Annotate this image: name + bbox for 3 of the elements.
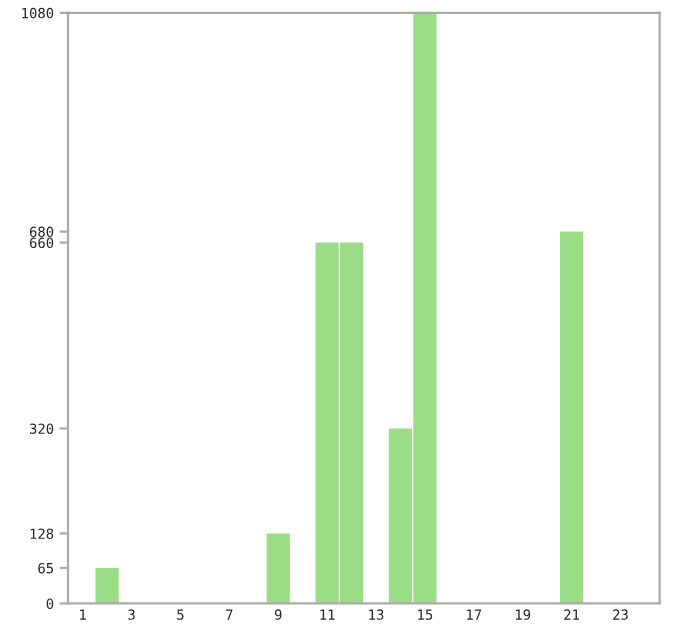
bar <box>95 567 119 604</box>
bar <box>266 533 290 604</box>
bar <box>559 231 584 604</box>
